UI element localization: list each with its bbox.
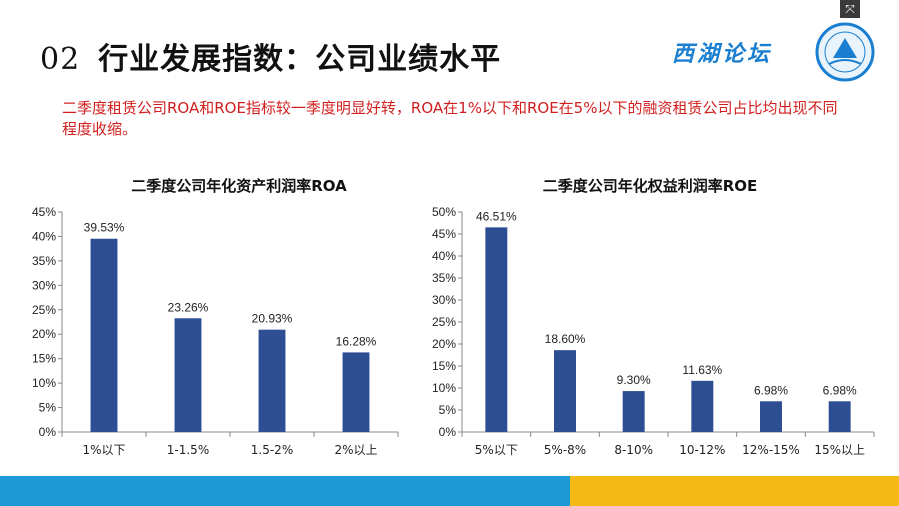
y-tick-label: 35%: [32, 254, 56, 268]
roe-bar-chart: 0% 5% 10% 15% 20% 25% 30% 35% 40% 45% 50% 46.51% 5%以…: [432, 205, 875, 457]
y-tick-label: 10%: [432, 381, 456, 395]
x-tick-label: 2%以上: [334, 443, 377, 457]
data-label: 20.93%: [252, 312, 293, 326]
y-tick-label: 45%: [32, 205, 56, 219]
y-tick-label: 40%: [432, 249, 456, 263]
roe-chart-title: 二季度公司年化权益利润率ROE: [542, 177, 758, 195]
data-label: 9.30%: [617, 373, 651, 387]
bar: [622, 391, 645, 432]
data-label: 23.26%: [168, 300, 209, 314]
x-tick-label: 10-12%: [679, 443, 725, 457]
bar: [174, 318, 202, 432]
roa-bar-chart: 0% 5% 10% 15% 20% 25% 30% 35% 40% 45% 39.53% 1%以下 23…: [32, 205, 399, 457]
y-tick-label: 15%: [32, 352, 56, 366]
y-tick-label: 0%: [439, 425, 457, 439]
summary-text: 二季度租赁公司ROA和ROE指标较一季度明显好转，ROA在1%以下和ROE在5%…: [62, 99, 838, 138]
data-label: 6.98%: [823, 383, 857, 397]
y-tick-label: 30%: [432, 293, 456, 307]
bar: [90, 238, 118, 432]
data-label: 18.60%: [545, 332, 586, 346]
bar: [258, 329, 286, 432]
bar: [760, 401, 782, 432]
y-tick-label: 45%: [432, 227, 456, 241]
data-label: 6.98%: [754, 383, 788, 397]
data-label: 16.28%: [336, 334, 377, 348]
bar: [554, 350, 576, 432]
title-text: 行业发展指数：公司业绩水平: [98, 42, 502, 77]
bar: [828, 401, 851, 432]
data-label: 46.51%: [476, 209, 517, 223]
xihu-forum-logo-icon: [815, 22, 875, 82]
y-tick-label: 25%: [32, 303, 56, 317]
footer-bar-blue: [0, 476, 570, 506]
roa-chart-title: 二季度公司年化资产利润率ROA: [131, 177, 347, 195]
y-tick-label: 20%: [432, 337, 456, 351]
x-tick-label: 5%以下: [475, 443, 518, 457]
footer-bar-yellow: [570, 476, 899, 506]
y-tick-label: 25%: [432, 315, 456, 329]
bar: [342, 352, 370, 432]
bar: [691, 380, 714, 432]
x-tick-label: 8-10%: [614, 443, 653, 457]
brand-name: 西湖论坛: [672, 42, 773, 67]
expand-icon[interactable]: ⤧: [840, 0, 860, 18]
x-tick-label: 12%-15%: [742, 443, 800, 457]
page-title: 02 行业发展指数：公司业绩水平: [40, 34, 501, 78]
x-tick-label: 1-1.5%: [167, 443, 209, 457]
title-number: 02: [40, 42, 81, 77]
x-tick-label: 15%以上: [814, 443, 865, 457]
y-tick-label: 20%: [32, 327, 56, 341]
y-tick-label: 40%: [32, 229, 56, 243]
y-tick-label: 5%: [39, 401, 57, 415]
x-tick-label: 5%-8%: [544, 443, 586, 457]
y-tick-label: 30%: [32, 278, 56, 292]
data-label: 11.63%: [682, 363, 722, 377]
y-tick-label: 5%: [439, 403, 457, 417]
data-label: 39.53%: [84, 221, 125, 235]
bar: [485, 227, 508, 432]
x-tick-label: 1.5-2%: [251, 443, 293, 457]
y-tick-label: 0%: [39, 425, 57, 439]
y-tick-label: 35%: [432, 271, 456, 285]
y-tick-label: 10%: [32, 376, 56, 390]
y-tick-label: 50%: [432, 205, 456, 219]
y-tick-label: 15%: [432, 359, 456, 373]
x-tick-label: 1%以下: [82, 443, 125, 457]
